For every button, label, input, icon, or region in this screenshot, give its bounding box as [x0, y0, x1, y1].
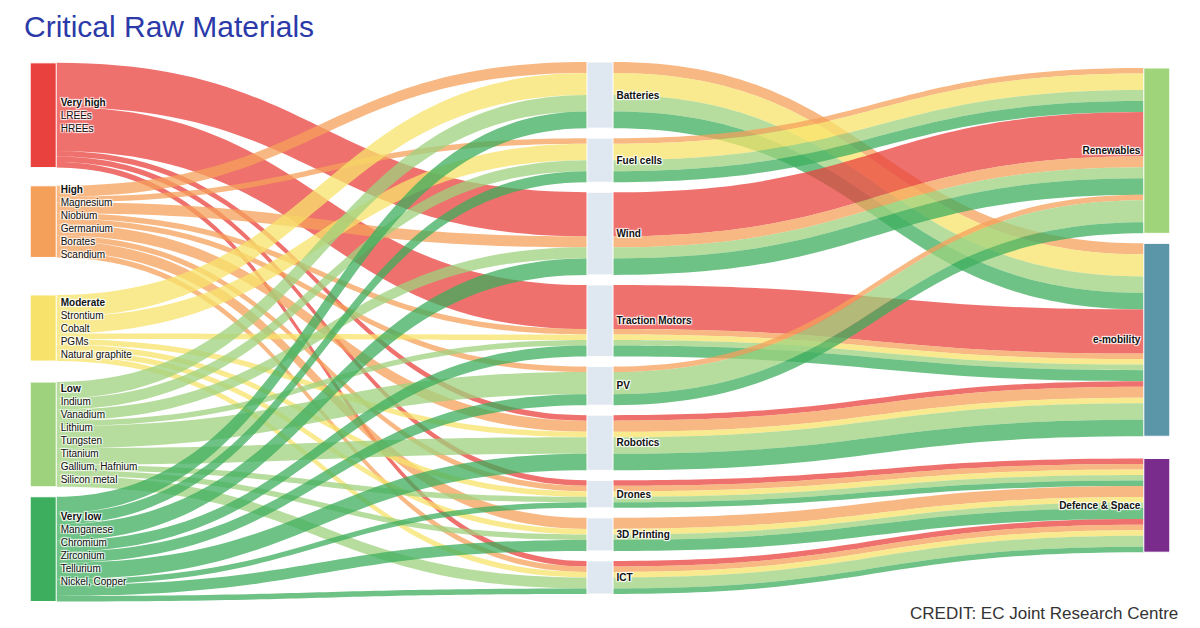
- svg-text:Wind: Wind: [617, 228, 641, 239]
- svg-text:HighMagnesiumNiobiumGermaniumB: HighMagnesiumNiobiumGermaniumBoratesScan…: [61, 184, 113, 260]
- svg-text:Very lowManganeseChromiumZirco: Very lowManganeseChromiumZirconiumTellur…: [61, 511, 127, 587]
- svg-text:ICT: ICT: [617, 572, 633, 583]
- svg-text:Very highLREEsHREEs: Very highLREEsHREEs: [61, 97, 106, 134]
- svg-text:Robotics: Robotics: [617, 437, 660, 448]
- svg-text:LowIndiumVanadiumLithiumTungst: LowIndiumVanadiumLithiumTungstenTitanium…: [61, 383, 138, 485]
- svg-text:Critical Raw Materials: Critical Raw Materials: [24, 10, 314, 43]
- svg-text:3D Printing: 3D Printing: [617, 529, 670, 540]
- svg-text:Traction Motors: Traction Motors: [617, 315, 692, 326]
- svg-text:CREDIT: EC Joint Research Cent: CREDIT: EC Joint Research Centre: [910, 604, 1178, 623]
- svg-text:e-mobility: e-mobility: [1093, 334, 1141, 345]
- svg-text:Drones: Drones: [617, 489, 652, 500]
- svg-text:Batteries: Batteries: [617, 90, 660, 101]
- svg-text:Renewables: Renewables: [1082, 145, 1140, 156]
- svg-text:Defence & Space: Defence & Space: [1059, 500, 1141, 511]
- svg-text:PV: PV: [617, 380, 631, 391]
- svg-text:ModerateStrontiumCobaltPGMsNat: ModerateStrontiumCobaltPGMsNatural graph…: [61, 297, 133, 360]
- svg-text:Fuel cells: Fuel cells: [617, 155, 663, 166]
